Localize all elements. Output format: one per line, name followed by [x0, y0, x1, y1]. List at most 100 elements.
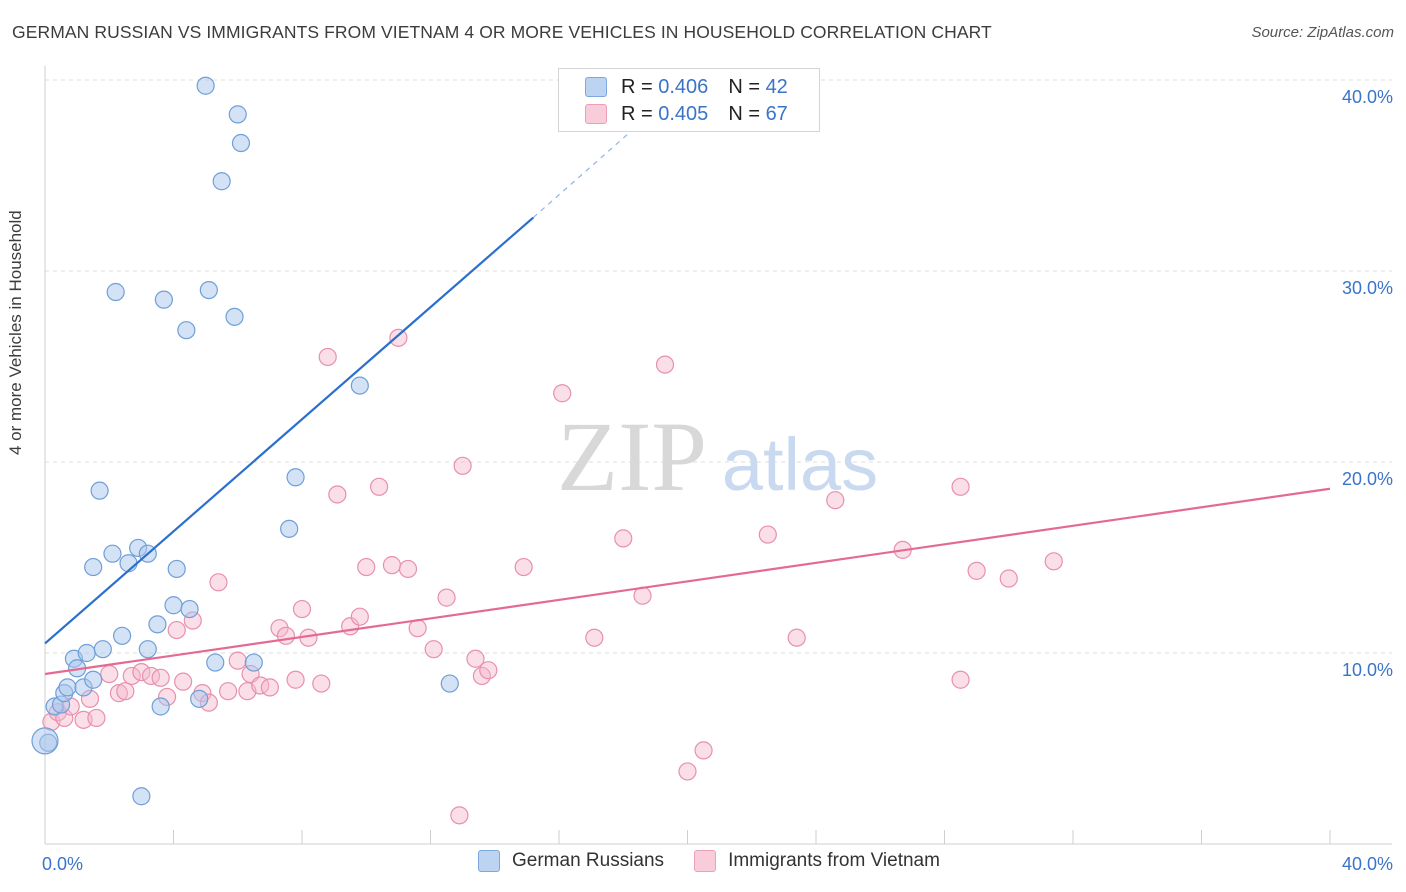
- data-point-german-russians: [231, 133, 251, 153]
- data-point-vietnam: [350, 607, 369, 626]
- legend-n-value-1: 42: [765, 75, 788, 98]
- data-point-vietnam: [286, 670, 305, 689]
- data-point-german-russians: [244, 653, 263, 672]
- legend-r-label: R =: [621, 102, 653, 125]
- data-point-vietnam: [382, 556, 402, 575]
- data-point-vietnam: [209, 573, 228, 592]
- watermark-zip: ZIP: [557, 401, 707, 512]
- legend-row-vietnam: R = 0.405 N = 67: [585, 102, 788, 126]
- y-tick-label: 10.0%: [1342, 660, 1393, 680]
- data-point-vietnam: [228, 651, 247, 670]
- trend-line-german-russians-extension: [532, 123, 640, 218]
- data-point-vietnam: [122, 666, 141, 686]
- data-point-german-russians: [350, 376, 369, 395]
- data-point-german-russians: [190, 689, 209, 708]
- data-point-vietnam: [151, 668, 170, 687]
- data-point-german-russians: [90, 481, 109, 500]
- data-point-german-russians: [199, 281, 218, 300]
- data-point-vietnam: [357, 557, 376, 577]
- data-point-german-russians: [148, 615, 167, 634]
- data-point-vietnam: [951, 670, 970, 689]
- data-point-vietnam: [694, 741, 713, 760]
- series-legend: German Russians Immigrants from Vietnam: [478, 850, 970, 872]
- data-point-vietnam: [655, 355, 675, 374]
- y-axis-label: 4 or more Vehicles in Household: [6, 210, 25, 455]
- data-point-german-russians: [206, 653, 225, 672]
- data-point-german-russians: [84, 557, 103, 577]
- legend-r-label: R =: [621, 75, 653, 98]
- grid-lines: [45, 79, 1392, 654]
- data-point-german-russians: [177, 321, 196, 340]
- data-point-vietnam: [100, 664, 119, 684]
- legend-n-value-2: 67: [765, 102, 788, 125]
- data-point-vietnam: [951, 477, 970, 496]
- data-point-vietnam: [292, 599, 312, 619]
- legend-row-german-russians: R = 0.406 N = 42: [585, 75, 788, 99]
- data-point-vietnam: [260, 678, 279, 697]
- data-point-vietnam: [219, 682, 238, 701]
- data-point-vietnam: [678, 762, 697, 781]
- series-legend-german-russians: German Russians: [478, 850, 664, 872]
- correlation-legend: R = 0.406 N = 42 R = 0.405 N = 67: [558, 68, 820, 132]
- trend-line-german-russians: [44, 216, 535, 645]
- axes: [44, 66, 1392, 845]
- data-point-german-russians: [93, 640, 112, 659]
- series-vietnam-points: [42, 328, 1063, 825]
- data-point-german-russians: [138, 640, 157, 659]
- data-point-german-russians: [180, 599, 199, 619]
- data-point-vietnam: [270, 619, 289, 638]
- series-legend-label: Immigrants from Vietnam: [728, 850, 940, 871]
- legend-n-label: N =: [728, 75, 760, 98]
- data-point-german-russians: [151, 697, 170, 716]
- chart-title: GERMAN RUSSIAN VS IMMIGRANTS FROM VIETNA…: [12, 22, 992, 42]
- x-tick-label: 0.0%: [42, 854, 83, 874]
- y-tick-label: 20.0%: [1342, 469, 1393, 489]
- data-point-vietnam: [758, 525, 777, 544]
- data-point-vietnam: [1044, 552, 1063, 571]
- watermark: ZIP atlas: [557, 401, 878, 512]
- data-point-vietnam: [424, 640, 443, 659]
- data-point-german-russians: [286, 468, 305, 487]
- data-point-vietnam: [398, 559, 418, 579]
- series-legend-label: German Russians: [512, 850, 665, 871]
- watermark-atlas: atlas: [722, 423, 878, 506]
- data-point-vietnam: [999, 569, 1018, 588]
- data-point-vietnam: [585, 628, 604, 647]
- data-point-german-russians: [228, 105, 247, 124]
- data-point-vietnam: [318, 347, 337, 367]
- data-point-german-russians: [84, 670, 103, 689]
- data-point-vietnam: [328, 485, 347, 504]
- tick-labels: 10.0% 20.0% 30.0% 40.0% 0.0% 40.0%: [42, 87, 1393, 874]
- trend-lines: [44, 123, 1331, 676]
- data-point-vietnam: [312, 674, 331, 693]
- data-point-german-russians: [167, 559, 186, 579]
- data-point-vietnam: [967, 561, 986, 580]
- data-point-vietnam: [389, 328, 408, 347]
- data-point-vietnam: [437, 588, 456, 607]
- x-tick-label: 40.0%: [1342, 854, 1393, 874]
- data-point-german-russians: [196, 76, 215, 95]
- data-point-german-russians: [132, 787, 151, 806]
- data-point-vietnam: [167, 620, 186, 640]
- legend-swatch-blue: [478, 850, 500, 872]
- data-point-vietnam: [450, 806, 469, 825]
- data-point-german-russians: [112, 626, 132, 645]
- data-point-german-russians: [106, 282, 125, 302]
- source-label: Source: ZipAtlas.com: [1251, 24, 1394, 41]
- data-point-vietnam: [276, 626, 296, 645]
- data-point-vietnam: [479, 661, 498, 680]
- data-point-german-russians: [280, 519, 299, 538]
- data-point-vietnam: [132, 662, 151, 682]
- data-point-vietnam: [553, 384, 572, 403]
- data-point-vietnam: [116, 682, 135, 701]
- data-point-german-russians: [103, 544, 122, 563]
- data-point-vietnam: [174, 672, 193, 691]
- data-point-german-russians: [58, 678, 77, 697]
- legend-swatch-pink: [694, 850, 717, 872]
- data-point-german-russians: [164, 596, 183, 615]
- data-point-german-russians: [212, 172, 231, 191]
- data-point-vietnam: [614, 529, 633, 548]
- legend-swatch-blue: [585, 77, 607, 97]
- data-point-german-russians: [77, 643, 96, 663]
